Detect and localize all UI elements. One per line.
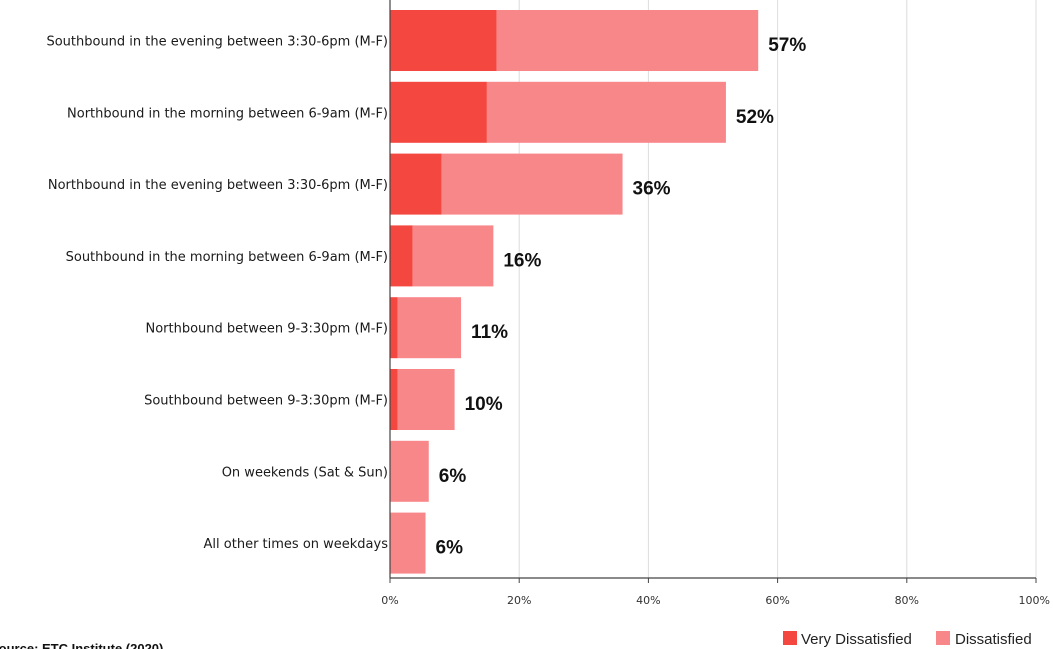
legend-swatch-0: [783, 631, 797, 645]
bars: [390, 10, 759, 574]
value-label-7: 6%: [436, 538, 464, 559]
category-label-1: Northbound in the morning between 6-9am …: [67, 106, 388, 121]
value-label-6: 6%: [439, 466, 467, 487]
bar-dissatisfied-5: [397, 369, 455, 430]
category-label-3: Southbound in the morning between 6-9am …: [66, 250, 388, 265]
x-axis: 0% 20% 40% 60% 80% 100%: [381, 0, 1050, 607]
bar-very-dissatisfied-2: [390, 153, 442, 215]
category-label-0: Southbound in the evening between 3:30-6…: [46, 35, 388, 50]
bar-dissatisfied-2: [441, 153, 623, 215]
legend-swatch-1: [936, 631, 950, 645]
x-tick-label-5: 100%: [1019, 594, 1050, 607]
x-tick-label-1: 20%: [507, 594, 531, 607]
bar-dissatisfied-6: [390, 440, 429, 502]
legend-label-0: Very Dissatisfied: [801, 631, 912, 648]
value-label-1: 52%: [736, 107, 774, 128]
bar-dissatisfied-3: [412, 225, 494, 287]
source-note: Source: ETC Institute (2020): [0, 641, 163, 649]
bar-very-dissatisfied-4: [390, 297, 398, 359]
category-label-6: On weekends (Sat & Sun): [222, 465, 388, 480]
legend: Very Dissatisfied Dissatisfied: [783, 631, 1032, 648]
bar-dissatisfied-0: [496, 10, 759, 71]
bar-dissatisfied-7: [390, 512, 426, 574]
bar-very-dissatisfied-1: [390, 81, 487, 143]
value-label-5: 10%: [465, 394, 503, 415]
value-labels: 57% 52% 36% 16% 11% 10% 6% 6%: [436, 35, 807, 559]
bar-very-dissatisfied-3: [390, 225, 413, 287]
bar-very-dissatisfied-0: [390, 10, 497, 71]
category-label-4: Northbound between 9-3:30pm (M-F): [145, 322, 388, 337]
value-label-2: 36%: [633, 179, 671, 200]
category-labels: Southbound in the evening between 3:30-6…: [46, 35, 388, 553]
bar-dissatisfied-1: [486, 81, 726, 143]
bar-very-dissatisfied-5: [390, 369, 398, 430]
x-tick-label-0: 0%: [381, 594, 398, 607]
category-label-5: Southbound between 9-3:30pm (M-F): [144, 394, 388, 409]
x-tick-label-2: 40%: [636, 594, 660, 607]
value-label-4: 11%: [471, 322, 508, 343]
value-label-3: 16%: [503, 250, 541, 271]
x-tick-label-3: 60%: [765, 594, 789, 607]
category-label-7: All other times on weekdays: [204, 537, 389, 552]
x-tick-label-4: 80%: [895, 594, 919, 607]
legend-label-1: Dissatisfied: [955, 631, 1032, 648]
bar-dissatisfied-4: [397, 297, 462, 359]
category-label-2: Northbound in the evening between 3:30-6…: [48, 178, 388, 193]
value-label-0: 57%: [768, 35, 806, 56]
